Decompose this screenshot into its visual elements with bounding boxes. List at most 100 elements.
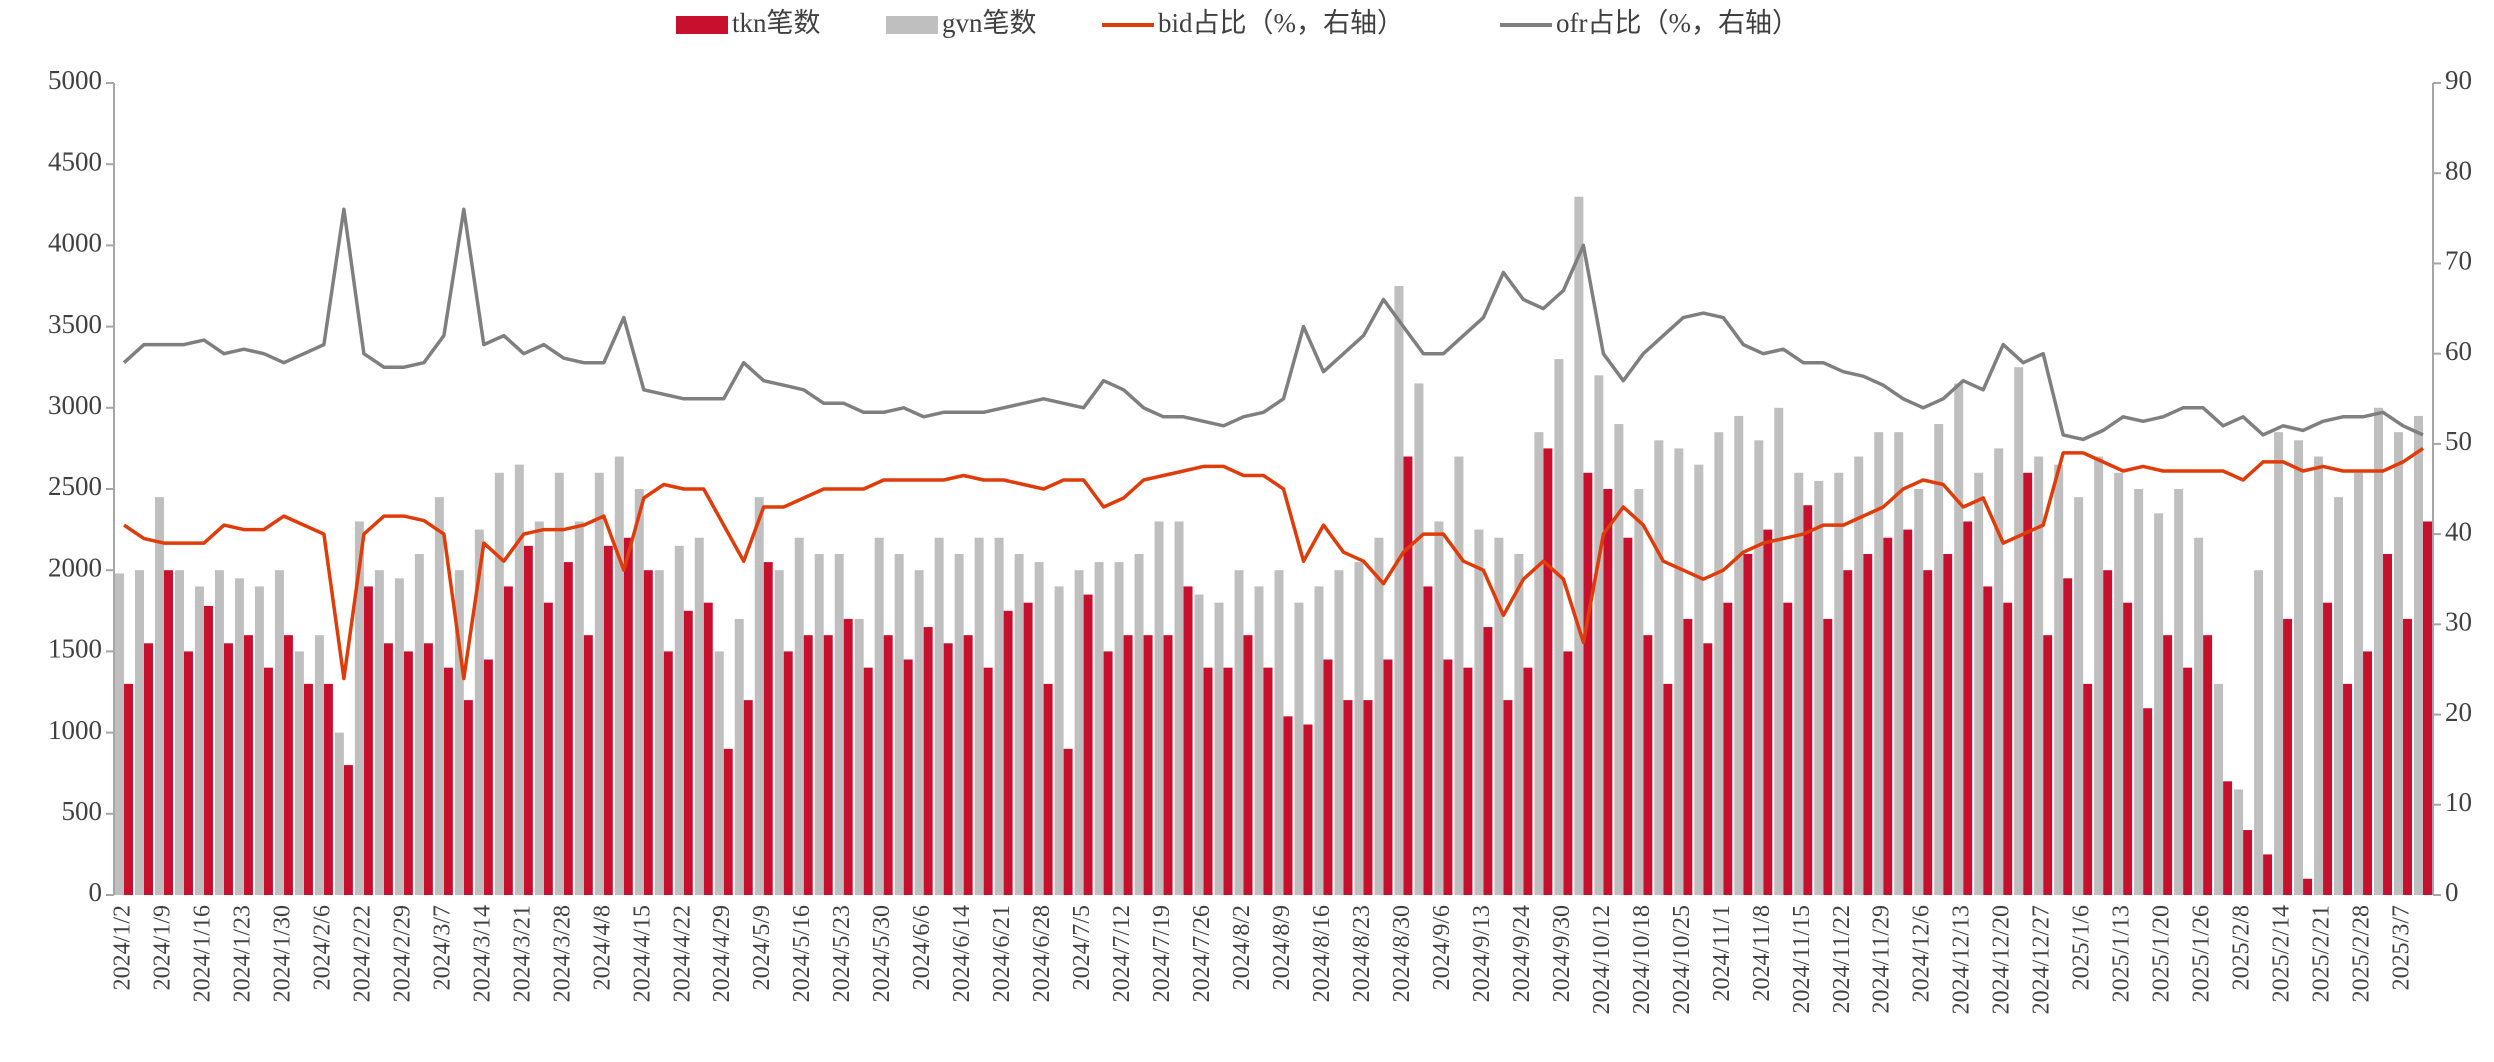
x-tick-label: 2025/2/28 bbox=[2349, 905, 2375, 1002]
bar bbox=[2103, 570, 2113, 895]
bar bbox=[494, 472, 504, 895]
bar bbox=[1963, 521, 1973, 895]
x-tick-label: 2024/8/23 bbox=[1349, 905, 1375, 1002]
x-tick-label: 2024/2/6 bbox=[309, 905, 335, 990]
bar bbox=[1523, 667, 1533, 895]
bar bbox=[194, 586, 204, 895]
bar bbox=[1003, 610, 1013, 895]
bar bbox=[1974, 472, 1984, 895]
bar bbox=[1754, 440, 1764, 895]
bar bbox=[1994, 448, 2004, 895]
bar bbox=[1723, 602, 1733, 895]
bar bbox=[1354, 562, 1364, 895]
x-tick-label: 2024/3/7 bbox=[429, 905, 455, 990]
bar bbox=[1383, 659, 1393, 895]
bar bbox=[1643, 635, 1653, 895]
bar bbox=[1883, 537, 1893, 895]
bar bbox=[2403, 618, 2413, 895]
bar bbox=[363, 586, 373, 895]
bar bbox=[563, 562, 573, 895]
y2-tick-label: 50 bbox=[2445, 426, 2472, 456]
bar bbox=[1574, 196, 1584, 895]
bar bbox=[2194, 537, 2204, 895]
legend-swatch bbox=[886, 16, 938, 34]
bar bbox=[1823, 618, 1833, 895]
bar bbox=[854, 618, 864, 895]
legend-label: bid占比（%，右轴） bbox=[1158, 8, 1404, 38]
x-tick-label: 2024/4/15 bbox=[629, 905, 655, 1002]
bar bbox=[343, 765, 353, 895]
bar bbox=[1034, 562, 1044, 895]
bar bbox=[1483, 627, 1493, 895]
y2-tick-label: 30 bbox=[2445, 607, 2472, 637]
bar bbox=[774, 570, 784, 895]
x-tick-label: 2024/7/26 bbox=[1189, 905, 1215, 1002]
bar bbox=[2123, 602, 2133, 895]
bar bbox=[1774, 407, 1784, 895]
bar bbox=[1923, 570, 1933, 895]
bar bbox=[674, 545, 684, 895]
bar bbox=[274, 570, 284, 895]
bar bbox=[1954, 383, 1964, 895]
x-tick-label: 2025/2/14 bbox=[2269, 905, 2295, 1002]
bar bbox=[354, 521, 364, 895]
bar bbox=[1103, 651, 1113, 895]
bar bbox=[1023, 602, 1033, 895]
bar bbox=[154, 497, 164, 895]
bar bbox=[2283, 618, 2293, 895]
bar bbox=[863, 667, 873, 895]
bar bbox=[474, 529, 484, 895]
legend-label: tkn笔数 bbox=[732, 8, 821, 38]
x-tick-label: 2024/10/25 bbox=[1669, 905, 1695, 1014]
x-tick-label: 2024/5/30 bbox=[869, 905, 895, 1002]
bar bbox=[654, 570, 664, 895]
bar bbox=[1303, 724, 1313, 895]
bar bbox=[283, 635, 293, 895]
bar bbox=[914, 570, 924, 895]
bar bbox=[903, 659, 913, 895]
bar bbox=[1343, 700, 1353, 895]
bar bbox=[1014, 553, 1024, 895]
bar bbox=[983, 667, 993, 895]
bar bbox=[2423, 521, 2433, 895]
bar bbox=[114, 573, 124, 895]
bar bbox=[334, 732, 344, 895]
bar bbox=[243, 635, 253, 895]
bar bbox=[2323, 602, 2333, 895]
bar bbox=[1474, 529, 1484, 895]
bar bbox=[2254, 570, 2264, 895]
bar bbox=[443, 667, 453, 895]
bar bbox=[2014, 367, 2024, 895]
bar bbox=[1743, 553, 1753, 895]
bar bbox=[1203, 667, 1213, 895]
bar bbox=[514, 464, 524, 895]
x-tick-label: 2024/2/29 bbox=[389, 905, 415, 1002]
bar bbox=[1634, 489, 1644, 895]
bar bbox=[943, 643, 953, 895]
y-tick-label: 2000 bbox=[48, 552, 102, 582]
bar bbox=[1663, 683, 1673, 895]
bar bbox=[2294, 440, 2304, 895]
bar bbox=[783, 651, 793, 895]
bar bbox=[1434, 521, 1444, 895]
bar bbox=[483, 659, 493, 895]
bar bbox=[2094, 456, 2104, 895]
bar bbox=[2303, 878, 2313, 895]
y2-tick-label: 70 bbox=[2445, 246, 2472, 276]
bar bbox=[1163, 635, 1173, 895]
x-tick-label: 2024/6/14 bbox=[949, 905, 975, 1002]
y-tick-label: 3500 bbox=[48, 309, 102, 339]
y-tick-label: 4500 bbox=[48, 146, 102, 176]
bar bbox=[434, 497, 444, 895]
bar bbox=[703, 602, 713, 895]
bar bbox=[1323, 659, 1333, 895]
bar bbox=[594, 472, 604, 895]
x-tick-label: 2024/12/13 bbox=[1949, 905, 1975, 1014]
bar bbox=[874, 537, 884, 895]
y-tick-label: 1500 bbox=[48, 634, 102, 664]
x-tick-label: 2024/10/12 bbox=[1589, 905, 1615, 1014]
bar bbox=[203, 605, 213, 895]
bar bbox=[1683, 618, 1693, 895]
bar bbox=[2143, 708, 2153, 895]
bar bbox=[1863, 553, 1873, 895]
